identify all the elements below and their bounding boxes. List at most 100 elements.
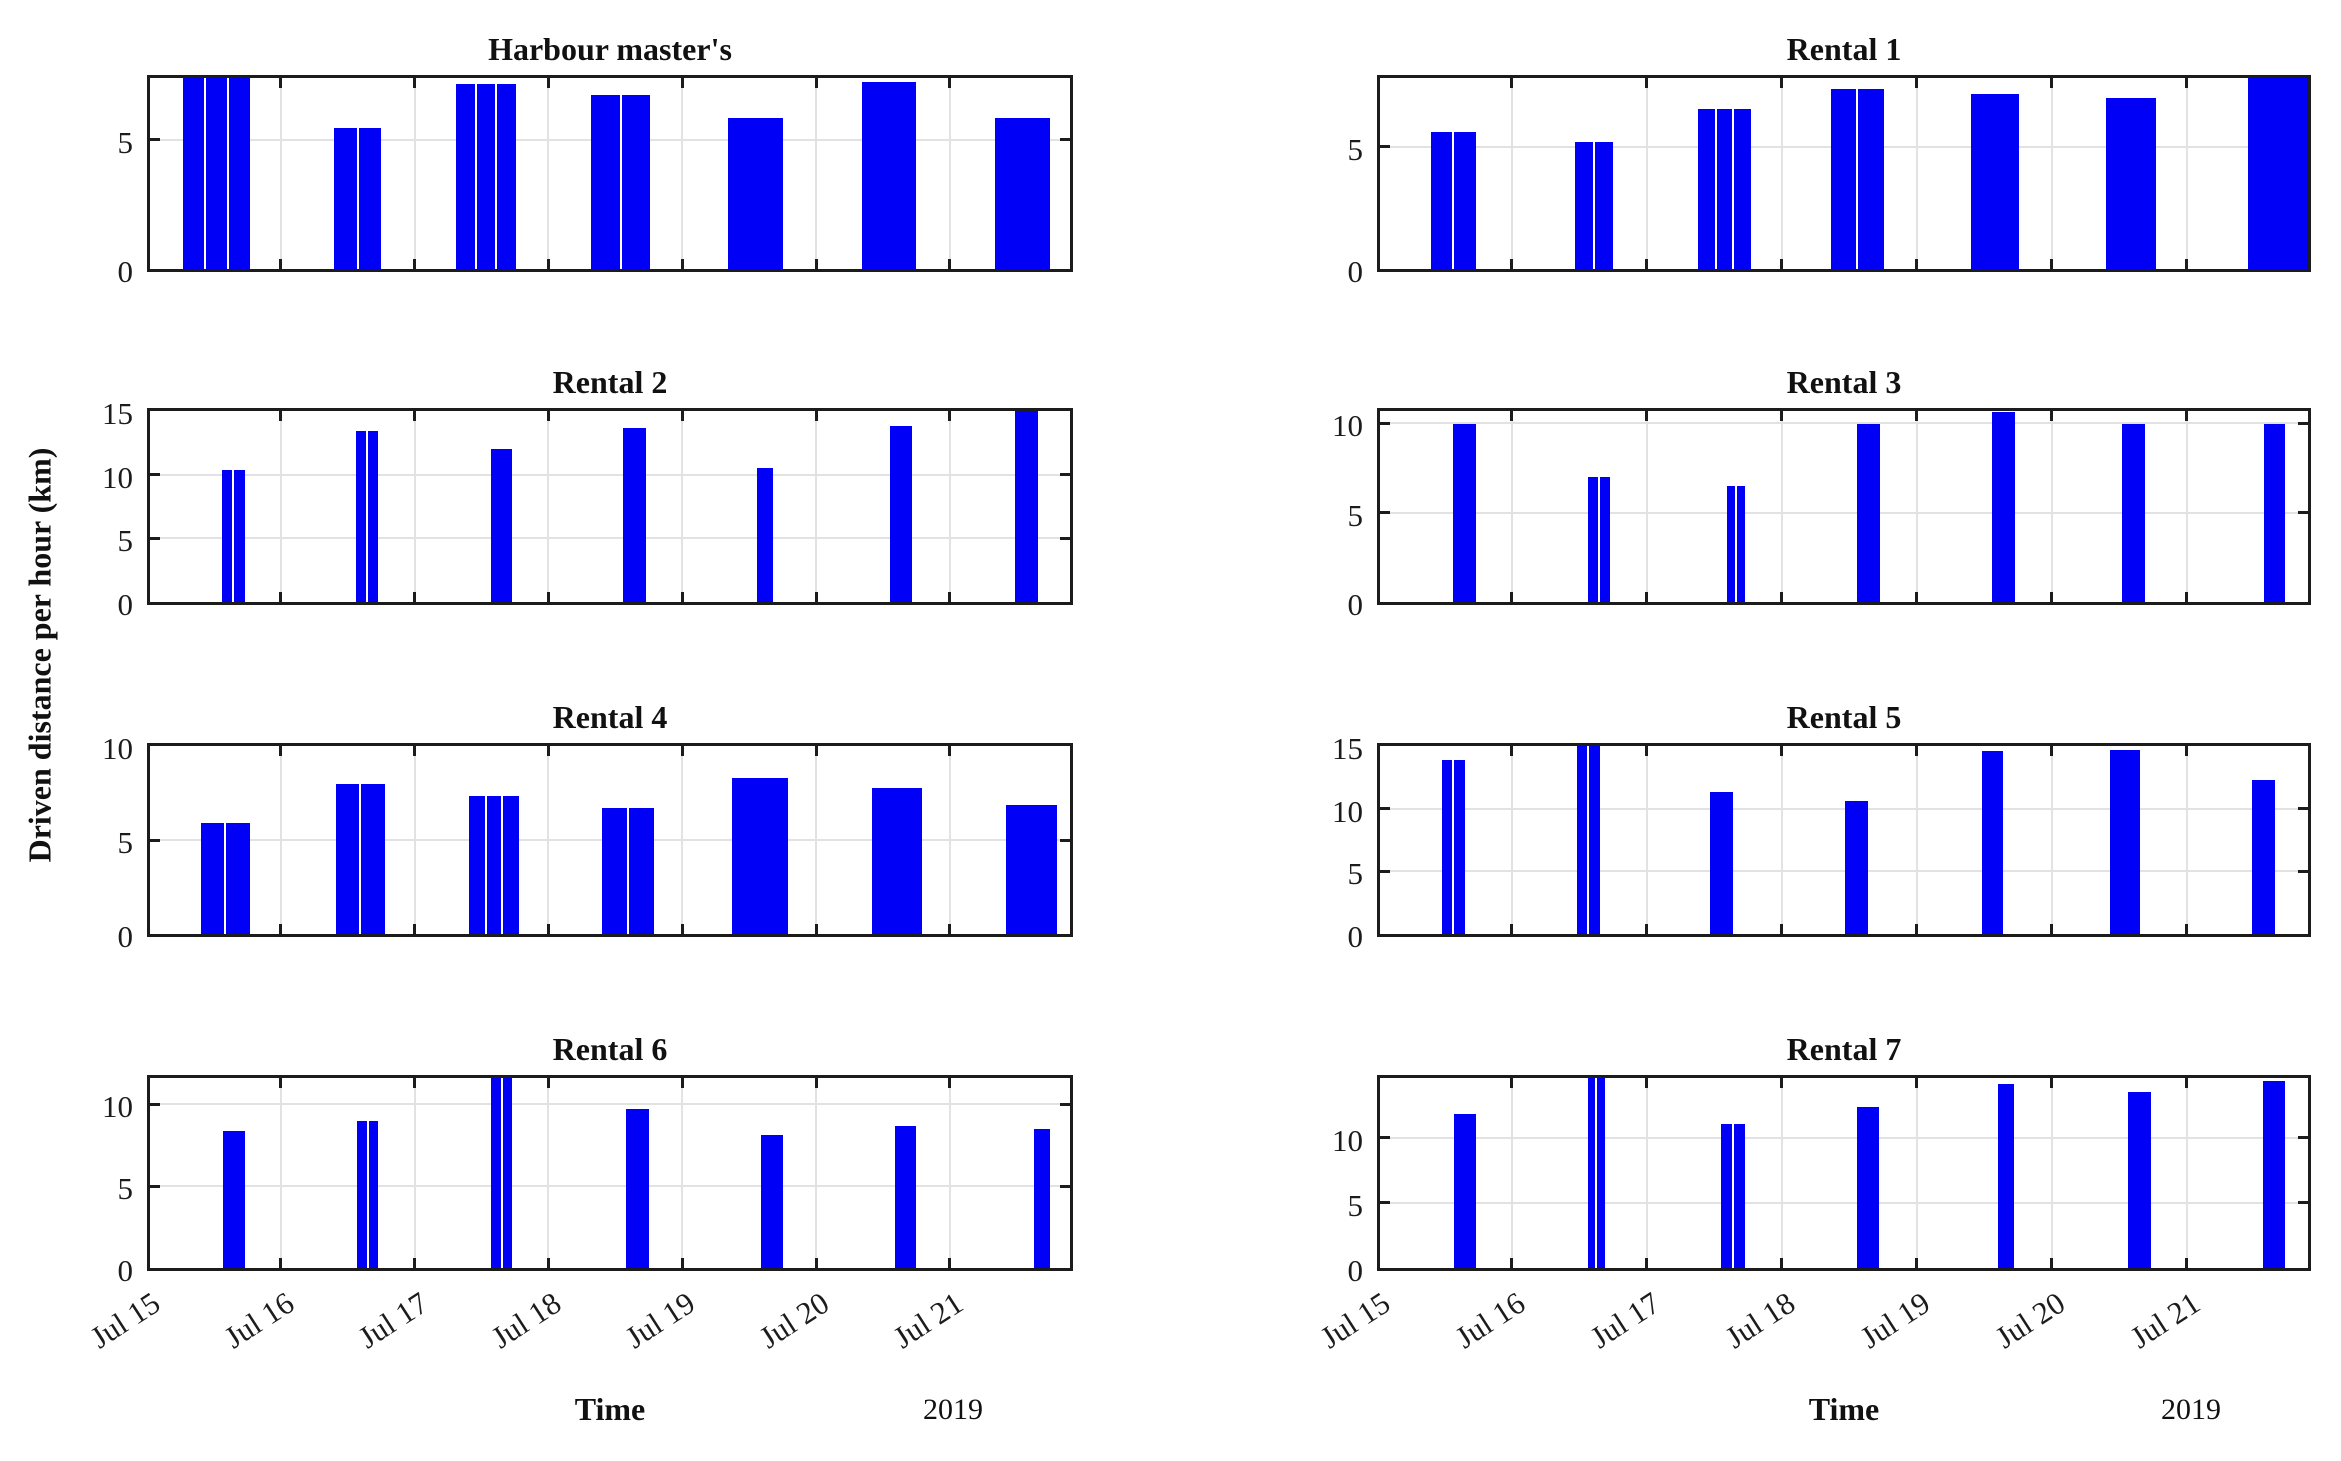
y-tick-label: 0 [117, 254, 134, 289]
data-bar [1710, 792, 1734, 934]
x-tick-mark [1915, 259, 1919, 269]
x-tick-label: Jul 19 [1854, 1285, 1936, 1356]
x-tick-mark [814, 259, 818, 269]
gridline-vertical [1510, 1078, 1513, 1268]
data-bar [889, 426, 913, 602]
gridline-horizontal [150, 1185, 1070, 1188]
data-bar [895, 1125, 917, 1268]
x-tick-mark [1780, 78, 1784, 88]
data-bar [469, 795, 519, 934]
bar-segment-divider [500, 1078, 503, 1268]
y-tick-label: 5 [117, 523, 134, 559]
bar-segment-divider [1452, 131, 1455, 269]
x-tick-mark [948, 1258, 952, 1268]
x-tick-mark [413, 592, 417, 602]
x-tick-mark [279, 592, 283, 602]
data-bar [1698, 108, 1751, 269]
gridline-horizontal [150, 537, 1070, 540]
y-tick-mark [1060, 536, 1070, 540]
bar-segment-divider [1593, 141, 1596, 269]
data-bar [601, 808, 655, 934]
data-bar [761, 1135, 783, 1268]
data-bar [861, 81, 917, 269]
x-tick-mark [814, 924, 818, 934]
x-tick-mark [1645, 592, 1649, 602]
bar-segment-divider [359, 783, 362, 934]
gridline-vertical [681, 78, 684, 269]
x-tick-mark [413, 924, 417, 934]
y-tick-label: 0 [1347, 254, 1364, 289]
data-bar [1981, 751, 2004, 934]
gridline-vertical [681, 1078, 684, 1268]
x-tick-mark [1645, 1258, 1649, 1268]
gridline-vertical [948, 746, 951, 934]
y-tick-mark [2298, 511, 2308, 515]
gridline-horizontal [1380, 1201, 2308, 1204]
data-bar [1034, 1128, 1051, 1268]
x-tick-mark [2185, 1078, 2189, 1088]
x-tick-mark [814, 411, 818, 421]
x-tick-mark [680, 411, 684, 421]
data-bar [1726, 485, 1746, 602]
x-tick-mark [2185, 924, 2189, 934]
y-tick-mark [1380, 145, 1390, 149]
gridline-vertical [2185, 411, 2188, 602]
gridline-vertical [2185, 1078, 2188, 1268]
y-tick-label: 10 [102, 731, 133, 766]
x-tick-label: Jul 21 [887, 1285, 969, 1356]
y-tick-mark [150, 473, 160, 477]
data-bar [1857, 423, 1881, 602]
bar-segment-divider [366, 431, 369, 602]
bar-segment-divider [619, 94, 622, 269]
data-bar [1015, 411, 1039, 602]
gridline-vertical [1915, 78, 1918, 269]
x-tick-label: Jul 17 [1584, 1285, 1666, 1356]
x-tick-mark [279, 259, 283, 269]
data-bar [2247, 78, 2308, 269]
bar-segment-divider [366, 1120, 369, 1268]
data-bar [1845, 801, 1869, 934]
gridline-vertical [1780, 746, 1783, 934]
x-tick-mark [2050, 746, 2054, 756]
x-tick-mark [2185, 592, 2189, 602]
bar-segment-divider [484, 795, 487, 934]
data-bar [1576, 746, 1600, 934]
bar-segment-divider [495, 84, 498, 269]
x-tick-label: Jul 16 [1449, 1285, 1532, 1356]
gridline-vertical [948, 411, 951, 602]
x-tick-mark [1915, 746, 1919, 756]
x-tick-mark [1645, 411, 1649, 421]
bar-segment-divider [1732, 108, 1735, 269]
x-tick-mark [413, 411, 417, 421]
y-tick-label: 15 [1332, 731, 1363, 766]
y-tick-label: 5 [1347, 497, 1364, 533]
y-tick-mark [2298, 1201, 2308, 1205]
x-tick-mark [1780, 1078, 1784, 1088]
x-tick-mark [814, 78, 818, 88]
y-tick-mark [2298, 869, 2308, 873]
data-bar [335, 783, 386, 934]
x-tick-mark [948, 78, 952, 88]
data-bar [2263, 423, 2286, 602]
data-bar [623, 427, 647, 602]
y-tick-label: 10 [102, 1089, 133, 1125]
data-bar [995, 118, 1051, 269]
x-tick-mark [1645, 746, 1649, 756]
bar-segment-divider [1587, 746, 1590, 934]
y-tick-label: 10 [1332, 793, 1363, 829]
x-tick-mark [2050, 592, 2054, 602]
bar-segment-divider [356, 128, 359, 269]
subplot-title: Rental 5 [1786, 699, 1902, 735]
y-tick-mark [1060, 473, 1070, 477]
y-tick-mark [1060, 138, 1070, 142]
x-tick-label: Jul 15 [84, 1285, 167, 1356]
data-bar [1830, 89, 1885, 269]
y-tick-mark [2298, 1136, 2308, 1140]
subplot-rental-3: Rental 3 0 5 10 [1332, 364, 2311, 622]
gridline-horizontal [1380, 1136, 2308, 1139]
subplot-rental-1: Rental 1 0 5 [1348, 31, 2311, 289]
x-tick-mark [2185, 746, 2189, 756]
x-tick-mark [546, 592, 550, 602]
x-tick-label: Jul 15 [1314, 1285, 1397, 1356]
x-tick-mark [2050, 411, 2054, 421]
